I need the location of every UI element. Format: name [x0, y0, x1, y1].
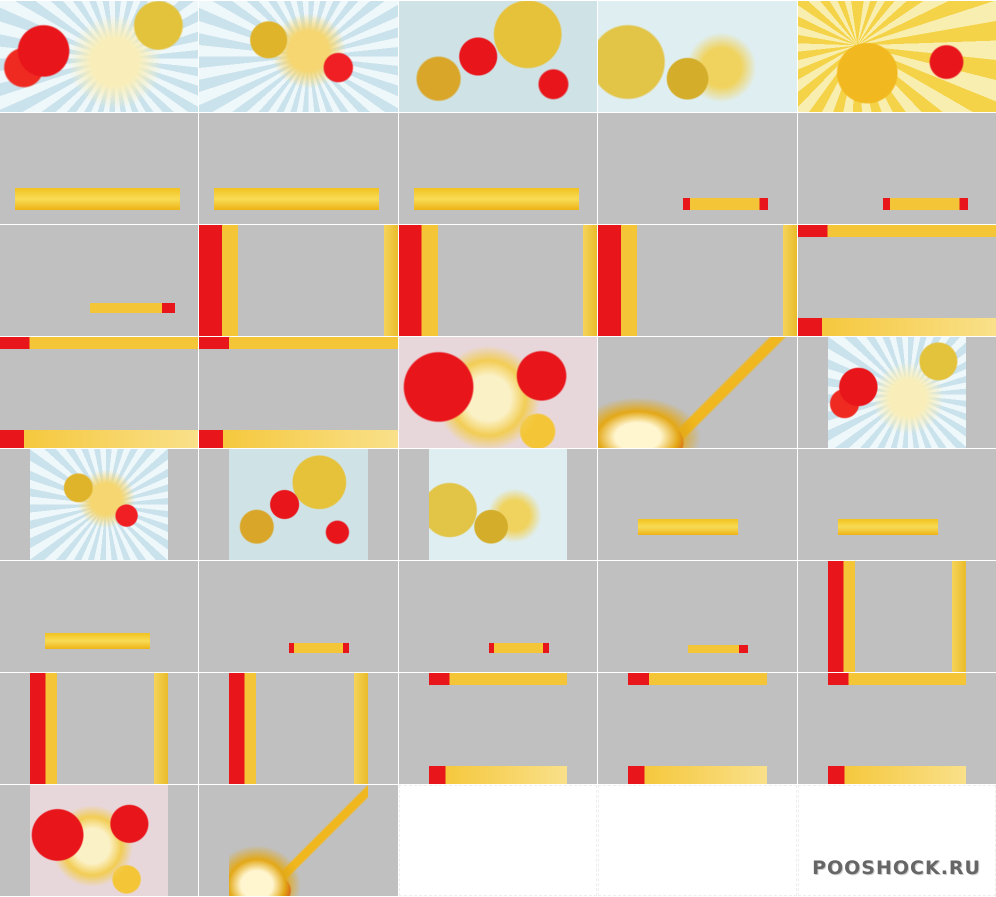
- thumbnail: [398, 337, 598, 448]
- thumbnail: [598, 1, 797, 112]
- empty-cell: [598, 785, 797, 896]
- thumbnail-image: [628, 673, 767, 784]
- thumbnail-image: [827, 449, 966, 560]
- thumbnail: [797, 337, 996, 448]
- thumbnail: [797, 449, 996, 560]
- thumbnail: [199, 225, 398, 336]
- thumbnail-image: [229, 673, 368, 784]
- thumbnail: [0, 449, 199, 560]
- thumbnail: [598, 337, 797, 448]
- thumbnail: [598, 225, 797, 336]
- watermark: POOSHOCK.RU: [812, 857, 981, 879]
- thumbnail: [199, 561, 398, 672]
- thumbnail-image: [428, 561, 568, 672]
- empty-cell: [398, 785, 598, 896]
- empty-cell: POOSHOCK.RU: [797, 785, 996, 896]
- thumbnail: [199, 1, 398, 112]
- thumbnail: [398, 225, 598, 336]
- thumbnail: [398, 449, 598, 560]
- thumbnail: [398, 113, 598, 224]
- thumbnail: [797, 561, 996, 672]
- thumbnail: [598, 113, 797, 224]
- thumbnail-image: [628, 561, 767, 672]
- thumbnail: [199, 785, 398, 896]
- thumbnail-image: [428, 449, 568, 560]
- thumbnail: [199, 673, 398, 784]
- thumbnail: [199, 337, 398, 448]
- thumbnail-image: [827, 673, 966, 784]
- thumbnail-image: [827, 561, 966, 672]
- thumbnail: [797, 113, 996, 224]
- thumbnail: [0, 673, 199, 784]
- thumbnail-image: [229, 561, 368, 672]
- thumbnail-image: [30, 561, 169, 672]
- thumbnail: [0, 785, 199, 896]
- thumbnail-image: [30, 785, 169, 896]
- thumbnail: [797, 1, 996, 112]
- thumbnail: [398, 1, 598, 112]
- thumbnail: [199, 113, 398, 224]
- thumbnail: [199, 449, 398, 560]
- thumbnail: [0, 337, 199, 448]
- thumbnail: [0, 561, 199, 672]
- thumbnail-image: [30, 673, 169, 784]
- thumbnail: [398, 673, 598, 784]
- thumbnail-image: [30, 449, 169, 560]
- thumbnail: [598, 673, 797, 784]
- thumbnail: [0, 113, 199, 224]
- thumbnail: [797, 673, 996, 784]
- thumbnail: [0, 1, 199, 112]
- thumbnail: [398, 561, 598, 672]
- thumbnail: [0, 225, 199, 336]
- thumbnail-image: [428, 673, 568, 784]
- thumbnail: [598, 449, 797, 560]
- thumbnail: [797, 225, 996, 336]
- thumbnail-image: [628, 449, 767, 560]
- thumbnail: [598, 561, 797, 672]
- thumbnail-image: [229, 449, 368, 560]
- thumbnail-image: [229, 785, 368, 896]
- thumbnail-image: [827, 337, 966, 448]
